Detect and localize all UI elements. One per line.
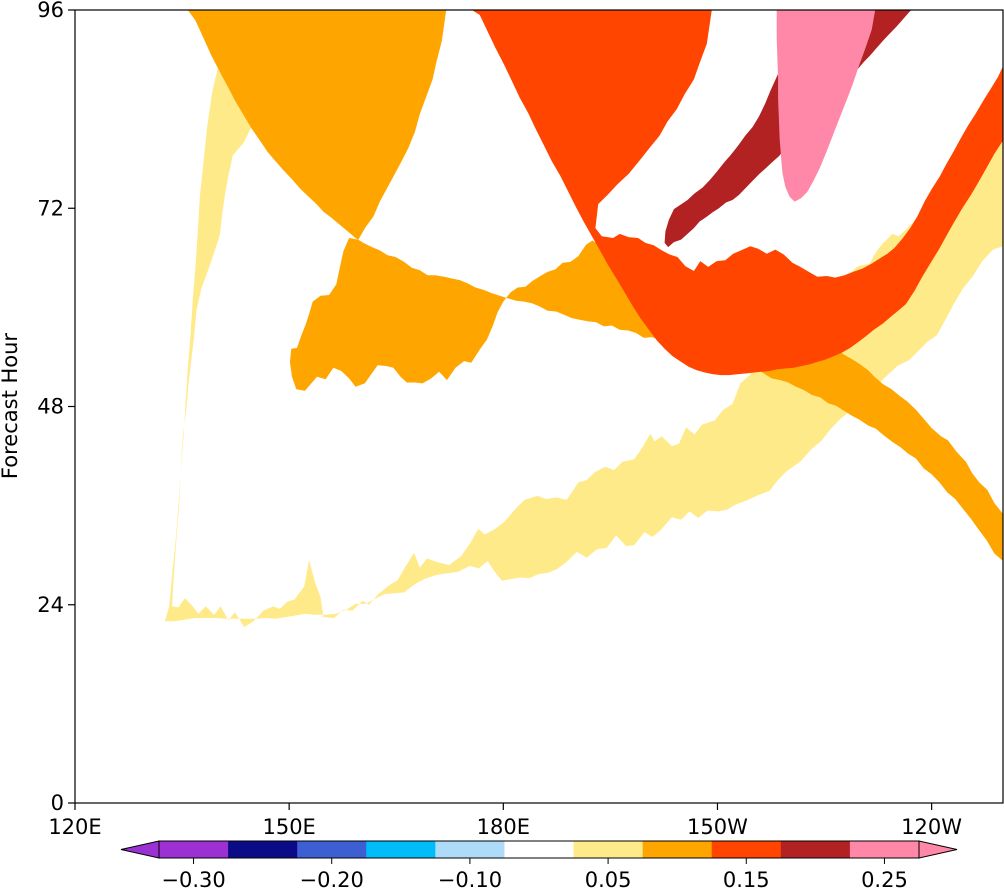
colorbar-tick-label-2: −0.10 (438, 868, 502, 892)
contour-regions (164, 10, 1003, 628)
y-tick-label-4: 96 (37, 0, 64, 22)
colorbar-segment-10 (849, 841, 920, 858)
colorbar-segment-2 (297, 841, 367, 858)
x-tick-label-0: 120E (48, 815, 101, 839)
colorbar-segment-9 (780, 841, 851, 858)
colorbar-tick-label-1: −0.20 (300, 868, 364, 892)
contour-region-2 (471, 10, 1003, 376)
colorbar-segment-1 (228, 841, 298, 858)
y-tick-label-3: 72 (37, 196, 64, 220)
contour-region-1 (187, 10, 1003, 561)
colorbar-segment-4 (435, 841, 505, 858)
colorbar-segment-3 (366, 841, 436, 858)
colorbar-segment-5 (504, 841, 575, 858)
colorbar-tick-label-5: 0.25 (861, 868, 908, 892)
colorbar-tick-label-4: 0.15 (723, 868, 770, 892)
x-tick-label-3: 150W (687, 815, 748, 839)
colorbar-tick-label-3: 0.05 (585, 868, 632, 892)
y-tick-label-1: 24 (37, 593, 64, 617)
colorbar-segment-7 (642, 841, 713, 858)
contour-region-4 (776, 10, 876, 202)
y-tick-label-0: 0 (51, 791, 64, 815)
colorbar-under-arrow (120, 840, 160, 859)
colorbar-frame (158, 840, 920, 859)
y-axis-title: Forecast Hour (0, 333, 22, 479)
colorbar: −0.30 −0.20 −0.10 0.05 0.15 0.25 (120, 840, 958, 892)
colorbar-segment-8 (711, 841, 782, 858)
colorbar-over-arrow (918, 840, 958, 859)
x-axis: 120E 150E 180E 150W 120W (48, 803, 962, 839)
colorbar-segment-6 (573, 841, 644, 858)
colorbar-segment-0 (159, 841, 229, 858)
y-tick-label-2: 48 (37, 395, 64, 419)
colorbar-tick-label-0: −0.30 (161, 868, 225, 892)
x-tick-label-1: 150E (262, 815, 315, 839)
y-axis: 0 24 48 72 96 (37, 0, 75, 815)
x-tick-label-4: 120W (901, 815, 962, 839)
x-tick-label-2: 180E (477, 815, 530, 839)
